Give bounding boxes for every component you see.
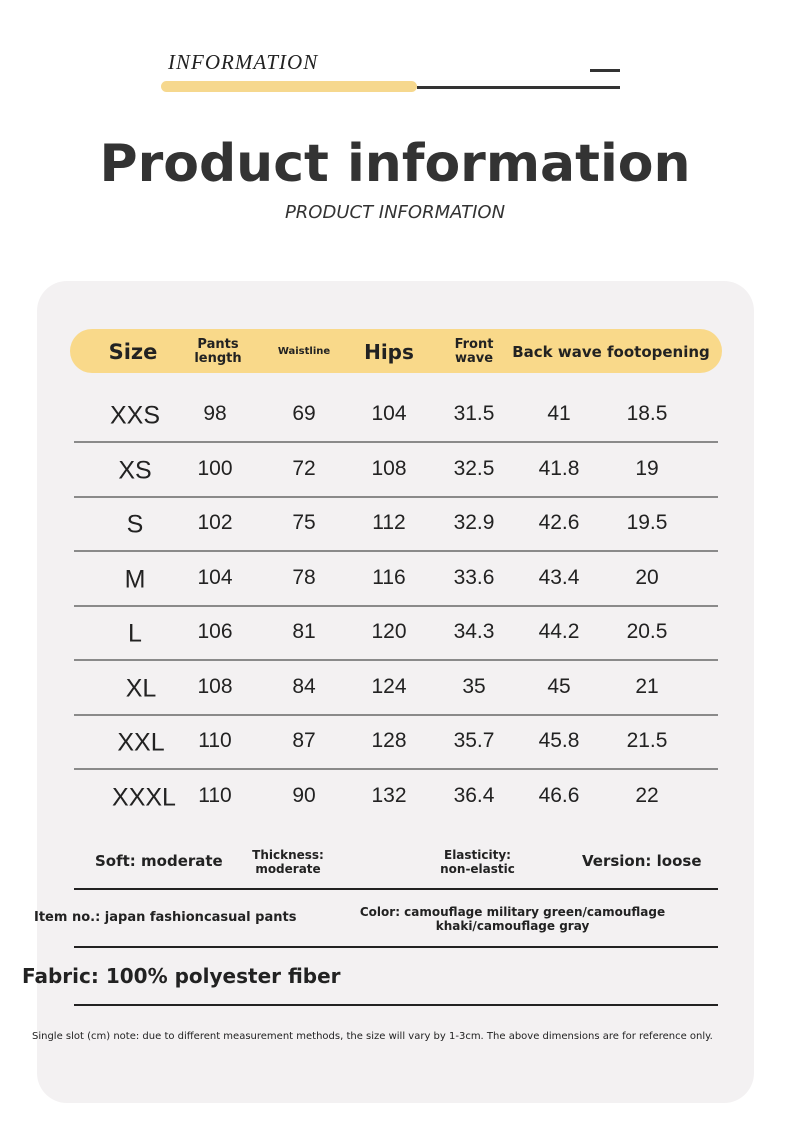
card xyxy=(37,281,754,1103)
attribute: Version: loose xyxy=(582,852,702,870)
cell-value: 128 xyxy=(371,729,407,752)
cell-value: 42.6 xyxy=(538,511,580,534)
cell-value: 45 xyxy=(547,674,571,698)
cell-value: 34.3 xyxy=(453,620,495,643)
cell-value: 81 xyxy=(292,620,316,643)
cell-value: 32.9 xyxy=(453,511,495,534)
row-divider xyxy=(74,768,718,770)
column-header: Waistline xyxy=(277,346,331,357)
cell-value: 21 xyxy=(635,674,659,698)
row-divider xyxy=(74,441,718,443)
size-label: XXXL xyxy=(112,783,176,811)
column-header: Size xyxy=(108,340,158,364)
size-label: XXL xyxy=(117,728,165,757)
size-label: XS xyxy=(118,456,152,484)
cell-value: 87 xyxy=(292,729,316,752)
cell-value: 31.5 xyxy=(453,402,495,425)
cell-value: 116 xyxy=(372,565,406,589)
cell-value: 21.5 xyxy=(626,729,668,752)
cell-value: 84 xyxy=(292,674,316,698)
cell-value: 44.2 xyxy=(538,620,580,643)
cell-value: 41 xyxy=(547,402,571,425)
dash xyxy=(590,69,620,72)
cell-value: 110 xyxy=(198,729,232,752)
size-label: XL xyxy=(125,674,157,702)
divider xyxy=(74,1004,718,1006)
column-header: Back wave footopening xyxy=(512,343,710,361)
attribute: Soft: moderate xyxy=(95,852,223,870)
cell-value: 36.4 xyxy=(453,783,495,807)
note: Single slot (cm) note: due to different … xyxy=(32,1031,713,1042)
cell-value: 100 xyxy=(197,456,233,480)
size-label: XXS xyxy=(109,401,161,430)
cell-value: 72 xyxy=(292,456,316,480)
fabric: Fabric: 100% polyester fiber xyxy=(22,964,341,988)
cell-value: 112 xyxy=(372,511,406,534)
title: Product information xyxy=(99,134,691,194)
cell-value: 69 xyxy=(292,402,316,425)
cell-value: 124 xyxy=(371,674,407,698)
cell-value: 102 xyxy=(197,511,233,534)
size-label: L xyxy=(128,619,142,648)
cell-value: 132 xyxy=(371,783,407,807)
cell-value: 108 xyxy=(197,674,233,698)
item-no: Item no.: japan fashioncasual pants xyxy=(34,910,297,925)
column-header: Hips xyxy=(364,340,414,364)
cell-value: 43.4 xyxy=(538,565,580,589)
cell-value: 45.8 xyxy=(538,729,580,752)
cell-value: 20.5 xyxy=(626,620,668,643)
cell-value: 110 xyxy=(198,783,232,807)
cell-value: 19 xyxy=(635,456,659,480)
cell-value: 90 xyxy=(292,783,316,807)
color: Color: camouflage military green/camoufl… xyxy=(359,905,666,933)
cell-value: 35 xyxy=(462,674,486,698)
size-label: S xyxy=(126,510,144,539)
cell-value: 19.5 xyxy=(626,511,668,534)
cell-value: 18.5 xyxy=(626,402,668,425)
cell-value: 22 xyxy=(635,783,659,807)
attribute: Elasticity: non-elastic xyxy=(440,848,515,876)
cell-value: 104 xyxy=(371,402,407,425)
size-label: M xyxy=(124,565,146,593)
cell-value: 104 xyxy=(197,565,233,589)
rule xyxy=(417,86,620,89)
accent-bar xyxy=(161,81,417,92)
cell-value: 120 xyxy=(371,620,407,643)
attribute: Thickness: moderate xyxy=(252,848,324,876)
cell-value: 106 xyxy=(197,620,233,643)
cell-value: 35.7 xyxy=(453,729,495,752)
cell-value: 46.6 xyxy=(538,783,580,807)
divider xyxy=(74,946,718,948)
cell-value: 33.6 xyxy=(453,565,495,589)
row-divider xyxy=(74,495,718,498)
row-divider xyxy=(74,604,718,607)
cell-value: 41.8 xyxy=(538,456,580,480)
cell-value: 20 xyxy=(635,565,659,589)
row-divider xyxy=(74,550,718,552)
cell-value: 98 xyxy=(203,402,227,425)
cell-value: 32.5 xyxy=(453,456,495,480)
cell-value: 75 xyxy=(292,511,316,534)
column-header: Pants length xyxy=(194,337,242,366)
cell-value: 108 xyxy=(371,456,407,480)
subtitle: PRODUCT INFORMATION xyxy=(284,202,506,223)
column-header: Front wave xyxy=(454,337,494,366)
table-header xyxy=(70,329,722,373)
divider xyxy=(74,888,718,890)
row-divider xyxy=(74,659,718,661)
cell-value: 78 xyxy=(292,565,316,589)
section-label: INFORMATION xyxy=(168,50,319,74)
row-divider xyxy=(74,713,718,716)
